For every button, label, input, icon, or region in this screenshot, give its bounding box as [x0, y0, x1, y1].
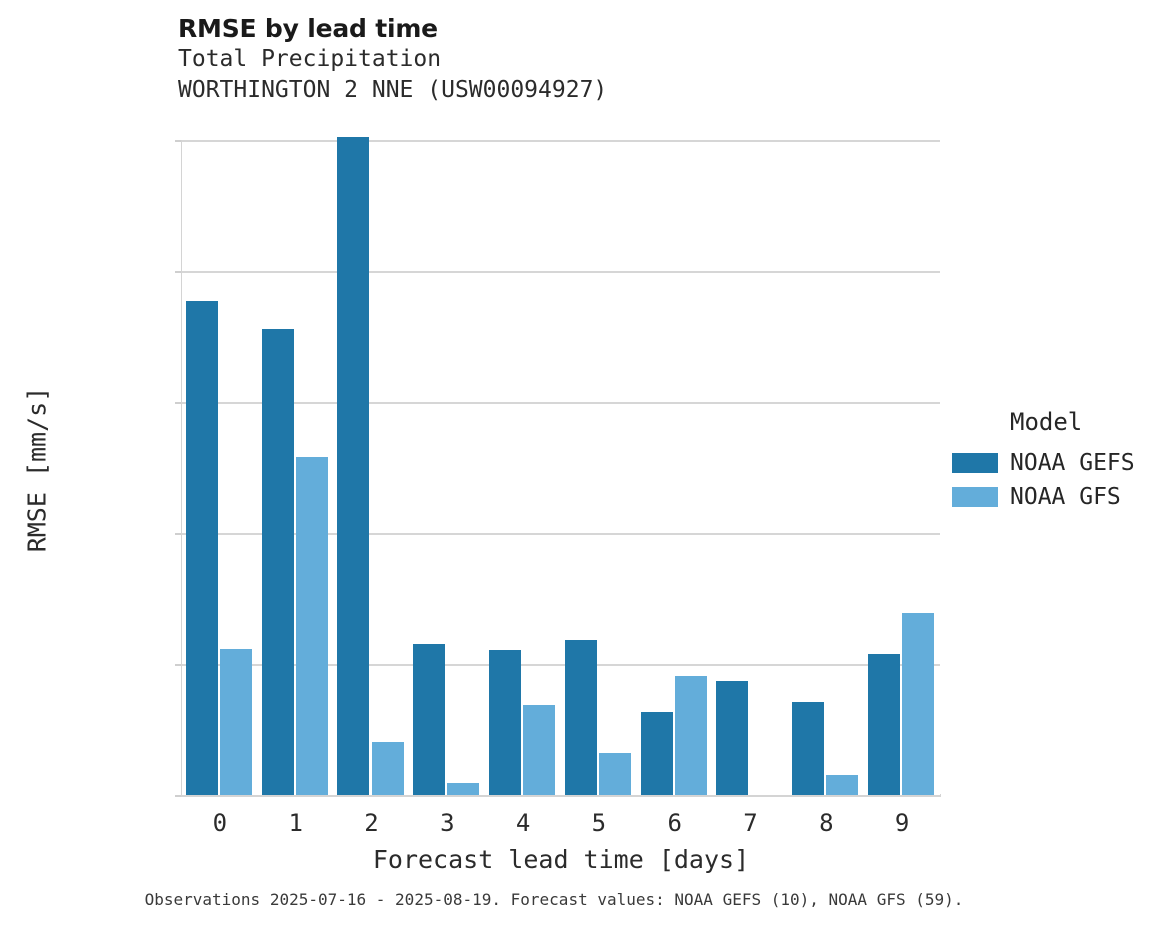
legend: Model NOAA GEFS NOAA GFS	[952, 408, 1172, 514]
y-axis-tick-mark	[175, 664, 181, 666]
legend-label: NOAA GFS	[1010, 483, 1121, 510]
x-axis-tick-label: 2	[364, 809, 379, 837]
bar	[716, 680, 749, 795]
x-axis-tick-label: 7	[743, 809, 758, 837]
x-axis-spine	[181, 794, 941, 797]
legend-entries: NOAA GEFS NOAA GFS	[952, 446, 1172, 514]
gridline	[182, 664, 940, 666]
bar	[902, 613, 935, 795]
legend-item[interactable]: NOAA GFS	[952, 480, 1172, 514]
bar	[488, 649, 522, 795]
y-axis-tick-mark	[175, 271, 181, 273]
gridline	[182, 533, 940, 535]
bar	[371, 742, 404, 795]
x-axis-tick-label: 6	[667, 809, 682, 837]
y-axis-tick-mark	[175, 402, 181, 404]
plot-area	[182, 137, 940, 795]
x-axis-tick-label: 0	[212, 809, 228, 837]
x-axis-tick-label: 1	[288, 809, 303, 837]
y-axis-tick-mark	[175, 140, 181, 142]
page-title: RMSE by lead time	[178, 14, 438, 43]
x-axis-tick-label: 9	[894, 809, 910, 837]
gridline	[182, 140, 940, 142]
x-axis-tick-label: 4	[515, 809, 531, 837]
y-axis-tick-mark	[175, 533, 181, 535]
bar	[674, 675, 707, 795]
bar	[826, 775, 859, 795]
title-block: RMSE by lead time Total Precipitation WO…	[178, 14, 938, 106]
bar	[337, 137, 370, 795]
chart-subtitle-variable: Total Precipitation	[178, 46, 442, 72]
x-axis-title: Forecast lead time [days]	[372, 845, 750, 874]
legend-swatch	[952, 453, 998, 473]
bar	[523, 704, 556, 795]
bar	[413, 643, 446, 795]
bar	[598, 752, 631, 795]
bar	[867, 654, 901, 795]
legend-title: Model	[1010, 408, 1083, 436]
legend-swatch	[952, 487, 998, 507]
bar	[261, 328, 294, 795]
x-axis-tick-label: 5	[591, 809, 607, 837]
gridline	[182, 402, 940, 404]
y-axis-title: RMSE [mm/s]	[22, 386, 52, 553]
x-axis-tick-label: 3	[440, 809, 455, 837]
y-axis-tick-mark	[175, 795, 181, 797]
bar	[640, 712, 673, 795]
footnote: Observations 2025-07-16 - 2025-08-19. Fo…	[144, 890, 964, 909]
bar	[219, 648, 252, 795]
bar	[792, 701, 825, 795]
bar	[447, 782, 480, 795]
bar	[564, 639, 597, 795]
chart-subtitle-station: WORTHINGTON 2 NNE (USW00094927)	[178, 77, 608, 103]
bar	[295, 457, 328, 795]
bar	[185, 300, 218, 795]
legend-item[interactable]: NOAA GEFS	[952, 446, 1172, 480]
legend-label: NOAA GEFS	[1010, 449, 1135, 476]
gridline	[182, 271, 940, 273]
x-axis-tick-label: 8	[819, 809, 834, 837]
